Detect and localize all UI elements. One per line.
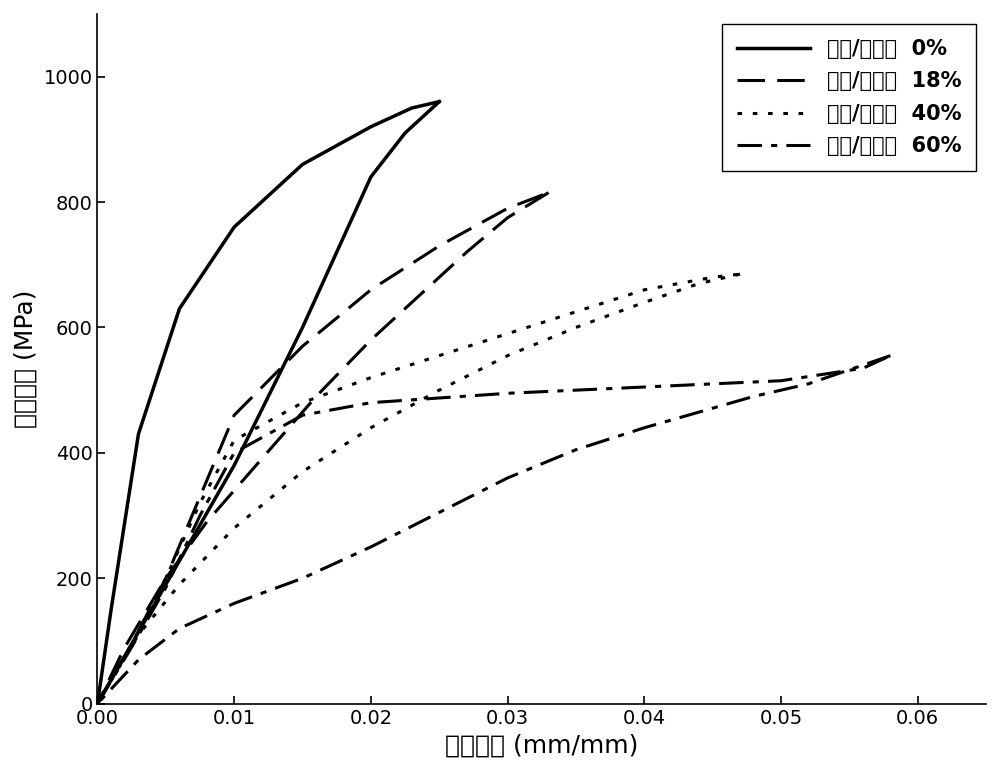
- Legend: 粗晶/细晶：  0%, 粗晶/细晶：  18%, 粗晶/细晶：  40%, 粗晶/细晶：  60%: 粗晶/细晶： 0%, 粗晶/细晶： 18%, 粗晶/细晶： 40%, 粗晶/细晶…: [722, 25, 976, 171]
- X-axis label: 工程应变 (mm/mm): 工程应变 (mm/mm): [445, 733, 638, 757]
- Y-axis label: 工程应力 (MPa): 工程应力 (MPa): [14, 290, 38, 428]
